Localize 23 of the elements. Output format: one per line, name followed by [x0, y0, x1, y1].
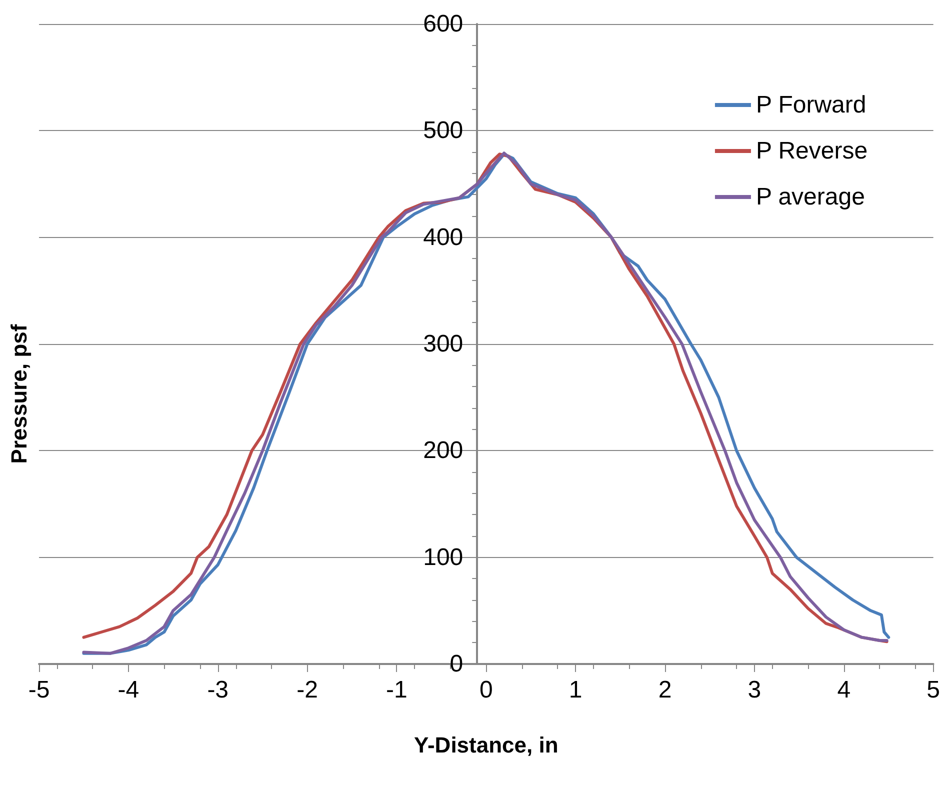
y-tick-label: 600	[423, 10, 464, 38]
x-tick-label: 1	[568, 676, 582, 704]
x-tick-label: 3	[748, 676, 762, 704]
x-tick-label: -1	[386, 676, 408, 704]
x-tick-label: 5	[926, 676, 940, 704]
x-tick-label: 0	[479, 676, 493, 704]
y-tick-label: 100	[423, 544, 464, 571]
y-tick-label: 300	[423, 330, 464, 358]
y-tick-label: 400	[423, 224, 464, 251]
y-tick-label: 200	[423, 437, 464, 464]
legend-label: P Forward	[756, 92, 866, 118]
legend-label: P Reverse	[756, 138, 868, 164]
legend-label: P average	[756, 184, 865, 210]
x-tick-label: -2	[296, 676, 318, 704]
y-tick-label: 500	[423, 117, 464, 144]
x-tick-label: 4	[837, 676, 851, 704]
x-tick-label: -4	[118, 676, 140, 704]
x-tick-label: -3	[207, 676, 229, 704]
x-axis-title: Y-Distance, in	[414, 732, 558, 758]
y-axis-title: Pressure, psf	[6, 324, 32, 464]
x-tick-label: -5	[28, 676, 50, 704]
x-tick-label: 2	[658, 676, 672, 704]
y-tick-label: 0	[450, 650, 464, 678]
